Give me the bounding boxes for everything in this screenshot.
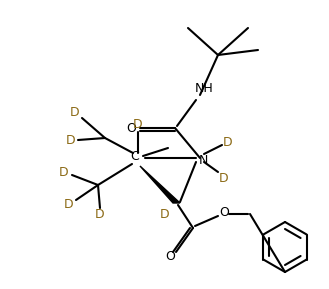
- Text: D: D: [64, 199, 74, 212]
- Text: O: O: [126, 123, 136, 136]
- Text: D: D: [160, 208, 170, 221]
- Polygon shape: [140, 166, 180, 203]
- Text: NH: NH: [195, 81, 214, 95]
- Text: O: O: [165, 251, 175, 264]
- Text: N: N: [198, 153, 208, 166]
- Text: C: C: [131, 149, 139, 162]
- Text: D: D: [219, 171, 229, 184]
- Text: D: D: [133, 118, 143, 131]
- Text: D: D: [70, 105, 80, 118]
- Text: D: D: [223, 136, 233, 149]
- Text: D: D: [59, 166, 69, 179]
- Text: O: O: [219, 207, 229, 220]
- Text: D: D: [66, 134, 76, 147]
- Text: D: D: [95, 208, 105, 221]
